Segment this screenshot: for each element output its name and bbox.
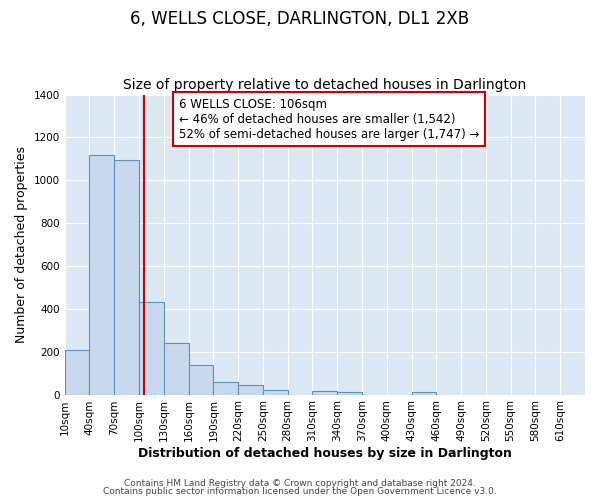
Bar <box>188 364 214 394</box>
Bar <box>412 392 436 394</box>
Title: Size of property relative to detached houses in Darlington: Size of property relative to detached ho… <box>123 78 526 92</box>
Bar <box>164 343 188 394</box>
Bar <box>214 382 238 394</box>
Text: Contains public sector information licensed under the Open Government Licence v3: Contains public sector information licen… <box>103 487 497 496</box>
Bar <box>263 390 287 394</box>
Text: 6, WELLS CLOSE, DARLINGTON, DL1 2XB: 6, WELLS CLOSE, DARLINGTON, DL1 2XB <box>130 10 470 28</box>
Bar <box>337 392 362 394</box>
Bar <box>65 350 89 395</box>
Bar <box>114 160 139 394</box>
Bar <box>139 302 164 394</box>
Bar <box>313 392 337 394</box>
Text: Contains HM Land Registry data © Crown copyright and database right 2024.: Contains HM Land Registry data © Crown c… <box>124 478 476 488</box>
X-axis label: Distribution of detached houses by size in Darlington: Distribution of detached houses by size … <box>138 447 512 460</box>
Bar <box>238 385 263 394</box>
Text: 6 WELLS CLOSE: 106sqm
← 46% of detached houses are smaller (1,542)
52% of semi-d: 6 WELLS CLOSE: 106sqm ← 46% of detached … <box>179 98 479 140</box>
Bar <box>89 154 114 394</box>
Y-axis label: Number of detached properties: Number of detached properties <box>15 146 28 343</box>
